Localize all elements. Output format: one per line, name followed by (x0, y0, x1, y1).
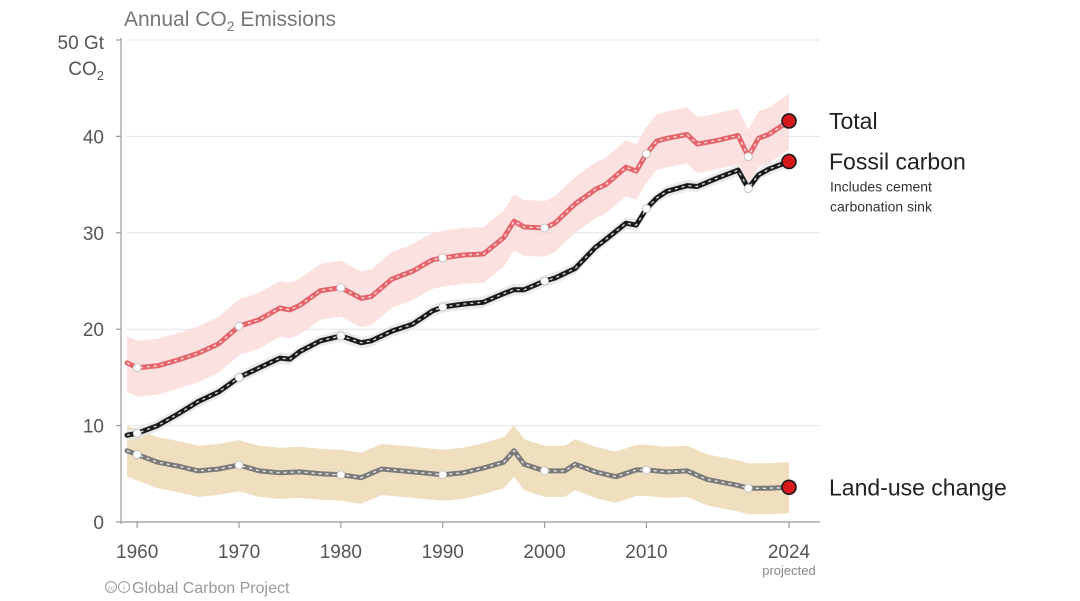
series-label-land-use-change: Land-use change (829, 474, 1007, 500)
y-tick-label: 10 (83, 417, 104, 438)
end-point-total (781, 113, 797, 129)
y-tick-label: 20 (83, 320, 104, 341)
series-lines (124, 118, 792, 491)
x-tick-label: 1990 (422, 542, 464, 563)
point-fossil-carbon (642, 204, 651, 214)
point-fossil-carbon (234, 372, 244, 382)
by-icon-text: i (123, 584, 125, 593)
y-tick-label: 0 (93, 513, 104, 534)
axes: 0 10 20 30 40 1960 1970 1980 1990 2000 2010 2024pro… (83, 38, 820, 578)
line-dash-fossil-carbon (126, 160, 790, 436)
x-tick-label: 1970 (218, 542, 260, 563)
y-tick-label: 40 (83, 127, 104, 148)
cc-icon (104, 580, 118, 594)
point-fossil-carbon (336, 331, 346, 341)
y-unit-label: 50 Gt (58, 33, 105, 54)
point-land-use-change (540, 466, 549, 476)
x-tick-label: 2010 (625, 542, 667, 563)
series-label-fossil-carbon: Fossil carbon (829, 148, 966, 174)
end-point-fossil-carbon (781, 153, 797, 170)
point-land-use-change (438, 470, 448, 480)
point-total (438, 253, 448, 263)
point-total (540, 223, 549, 233)
y-tick-label: 30 (83, 224, 104, 245)
x-tick-label: 2000 (523, 542, 565, 563)
point-land-use-change (336, 470, 346, 480)
y-unit-co2: CO2 (68, 59, 104, 83)
by-icon (117, 580, 131, 594)
point-fossil-carbon (438, 302, 448, 312)
point-fossil-carbon (743, 184, 753, 193)
band-fossil-carbon (127, 155, 789, 441)
series-note-fossil-carbon: Includes cement (830, 178, 932, 194)
point-fossil-carbon (540, 276, 549, 286)
point-land-use-change (743, 483, 753, 493)
point-land-use-change (642, 465, 651, 475)
point-total (132, 363, 142, 373)
line-fossil-carbon (124, 159, 792, 438)
point-total (336, 283, 346, 293)
chart-title: Annual CO2 Emissions (124, 8, 336, 34)
band-land-use-change (127, 425, 789, 515)
line-dash-total (126, 120, 790, 369)
cc-icon-text: cc (108, 586, 116, 593)
x-tick-label: 1980 (320, 542, 362, 563)
series-label-total: Total (829, 108, 878, 134)
credit: cc i Global Carbon Project (104, 580, 290, 597)
x-tick-label: 2024 (768, 542, 811, 563)
point-fossil-carbon (132, 428, 142, 438)
end-point-land-use-change (781, 479, 797, 496)
year-markers (132, 113, 797, 496)
x-tick-sublabel: projected (762, 563, 815, 578)
series-note-fossil-carbon: carbonation sink (830, 198, 933, 214)
point-land-use-change (132, 450, 142, 459)
x-tick-label: 1960 (116, 542, 158, 563)
point-total (234, 321, 244, 331)
series-labels: Total Fossil carbon Includes cement carbona… (829, 108, 1007, 500)
point-land-use-change (234, 460, 244, 470)
point-total (743, 152, 753, 162)
point-total (642, 149, 651, 159)
credit-text: Global Carbon Project (132, 580, 290, 597)
